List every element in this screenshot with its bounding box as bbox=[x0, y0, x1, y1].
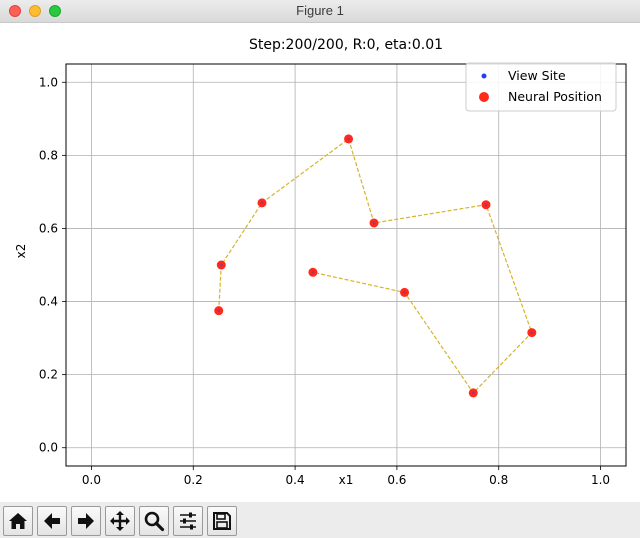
neural-position-point bbox=[369, 218, 379, 228]
grid bbox=[66, 64, 626, 466]
x-tick-label: 0.2 bbox=[184, 473, 203, 487]
x-axis-label: x1 bbox=[339, 473, 354, 487]
x-tick-label: 0.4 bbox=[286, 473, 305, 487]
neuron-path-line bbox=[218, 137, 533, 394]
maximize-window-button[interactable] bbox=[49, 5, 61, 17]
view-site-point bbox=[311, 270, 315, 274]
back-arrow-icon bbox=[44, 513, 60, 529]
neural-position-point bbox=[468, 388, 478, 398]
plot-canvas[interactable]: 0.0 0.2 0.4 0.6 0.8 1.0 0.0 0.2 0.4 0.6 0.8 1.0 Ste… bbox=[0, 23, 640, 502]
window-title: Figure 1 bbox=[296, 3, 344, 18]
legend-label-view-site: View Site bbox=[508, 68, 566, 83]
pan-button[interactable] bbox=[105, 506, 135, 536]
legend-box bbox=[465, 62, 617, 112]
view-site-point bbox=[403, 290, 407, 294]
legend: View Site Neural Position bbox=[465, 62, 617, 112]
zoom-magnifier-icon bbox=[144, 511, 165, 532]
y-tick-label: 0.8 bbox=[39, 148, 58, 162]
chart-title: Step:200/200, R:0, eta:0.01 bbox=[249, 37, 443, 53]
save-floppy-icon bbox=[213, 512, 231, 530]
neural-position-point bbox=[308, 267, 318, 277]
view-site-point bbox=[219, 263, 223, 267]
neural-position-point bbox=[214, 306, 224, 316]
legend-label-neural-position: Neural Position bbox=[508, 89, 602, 104]
view-site-point bbox=[217, 309, 221, 313]
y-tick-label: 1.0 bbox=[39, 75, 58, 89]
neural-position-point bbox=[527, 328, 537, 338]
scatter-points bbox=[214, 134, 537, 398]
y-tick-label: 0.4 bbox=[39, 295, 58, 309]
minimize-window-button[interactable] bbox=[29, 5, 41, 17]
y-tick-label: 0.2 bbox=[39, 368, 58, 382]
configure-subplots-icon bbox=[180, 512, 196, 530]
home-button[interactable] bbox=[3, 506, 33, 536]
zoom-button[interactable] bbox=[139, 506, 169, 536]
neural-position-point bbox=[344, 134, 354, 144]
home-icon bbox=[9, 513, 27, 529]
title-bar[interactable]: Figure 1 bbox=[0, 0, 640, 23]
x-tick-label: 0.6 bbox=[387, 473, 406, 487]
x-tick-label: 0.8 bbox=[489, 473, 508, 487]
y-tick-label: 0.6 bbox=[39, 221, 58, 235]
x-tick-label: 0.0 bbox=[82, 473, 101, 487]
pan-move-icon bbox=[110, 511, 130, 531]
view-site-point bbox=[347, 137, 351, 141]
y-axis-label: x2 bbox=[14, 244, 28, 259]
view-site-point bbox=[260, 201, 264, 205]
neural-position-point bbox=[216, 260, 226, 270]
forward-button[interactable] bbox=[71, 506, 101, 536]
y-tick-label: 0.0 bbox=[39, 441, 58, 455]
back-button[interactable] bbox=[37, 506, 67, 536]
close-window-button[interactable] bbox=[9, 5, 21, 17]
navigation-toolbar bbox=[0, 502, 640, 538]
neural-position-point bbox=[257, 198, 267, 208]
save-button[interactable] bbox=[207, 506, 237, 536]
legend-marker-neural-position bbox=[479, 92, 489, 102]
view-site-point bbox=[484, 203, 488, 207]
view-site-point bbox=[471, 391, 475, 395]
forward-arrow-icon bbox=[78, 513, 94, 529]
axes-frame bbox=[65, 63, 627, 467]
view-site-point bbox=[372, 221, 376, 225]
axis-ticks: 0.0 0.2 0.4 0.6 0.8 1.0 0.0 0.2 0.4 0.6 0.8 1.0 bbox=[39, 75, 610, 487]
neural-position-point bbox=[481, 200, 491, 210]
neural-position-point bbox=[400, 287, 410, 297]
legend-marker-view-site bbox=[481, 73, 487, 79]
view-site-point bbox=[530, 331, 534, 335]
configure-subplots-button[interactable] bbox=[173, 506, 203, 536]
x-tick-label: 1.0 bbox=[591, 473, 610, 487]
